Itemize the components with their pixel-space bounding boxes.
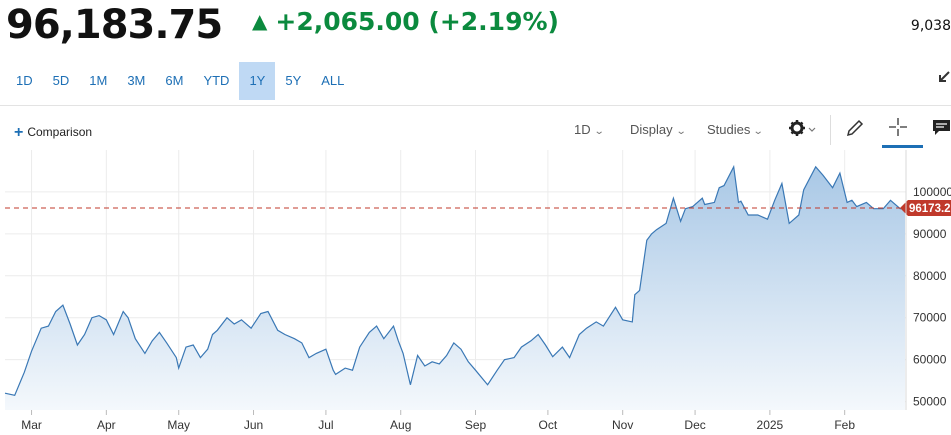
comparison-label: Comparison — [27, 125, 93, 139]
interval-dropdown[interactable]: 1D ⌄ — [574, 122, 605, 137]
last-price-label: 96173.2 — [909, 203, 951, 215]
range-tab-3m[interactable]: 3M — [127, 73, 146, 88]
y-tick-label: 90000 — [913, 227, 947, 241]
last-price-marker — [900, 199, 951, 216]
price-series-line — [4, 164, 906, 396]
studies-label: Studies — [707, 122, 751, 137]
price-value: 96,183.75 — [6, 2, 223, 48]
y-tick-label: 80000 — [913, 269, 947, 283]
comparison-button[interactable]: + Comparison — [14, 123, 92, 141]
range-tab-5y[interactable]: 5Y — [285, 73, 302, 88]
price-chart[interactable]: 96173.2 5000060000700008000090000100000 … — [0, 150, 951, 435]
display-dropdown[interactable]: Display ⌄ — [630, 122, 687, 137]
range-tab-1m[interactable]: 1M — [89, 73, 108, 88]
x-tick-label: Feb — [834, 418, 855, 432]
range-tab-1y[interactable]: 1Y — [239, 62, 276, 100]
price-change: ▲ +2,065.00 (+2.19%) — [252, 7, 559, 36]
y-tick-label: 100000 — [913, 185, 951, 199]
x-tick-label: Apr — [97, 418, 116, 432]
studies-dropdown[interactable]: Studies ⌄ — [707, 122, 765, 137]
chevron-down-icon: ⌄ — [675, 126, 687, 137]
x-tick-label: Dec — [684, 418, 705, 432]
x-tick-label: May — [167, 418, 190, 432]
x-tick-label: Aug — [390, 418, 411, 432]
x-tick-label: Nov — [612, 418, 633, 432]
range-tab-ytd[interactable]: YTD — [203, 73, 230, 88]
range-tab-5d[interactable]: 5D — [52, 73, 70, 88]
y-tick-label: 50000 — [913, 395, 947, 409]
x-tick-label: Sep — [465, 418, 487, 432]
x-tick-label: 2025 — [757, 418, 784, 432]
range-tab-all[interactable]: ALL — [321, 73, 345, 88]
active-tool-indicator — [882, 145, 923, 148]
pencil-icon[interactable] — [845, 118, 865, 143]
up-arrow-icon: ▲ — [252, 9, 268, 33]
divider — [0, 105, 951, 106]
x-tick-label: Oct — [539, 418, 558, 432]
x-tick-label: Mar — [21, 418, 42, 432]
crosshair-icon[interactable] — [888, 117, 908, 142]
secondary-value: 9,038 — [910, 18, 951, 34]
x-tick-label: Jul — [318, 418, 333, 432]
range-tab-6m[interactable]: 6M — [165, 73, 184, 88]
interval-label: 1D — [574, 122, 591, 137]
display-label: Display — [630, 122, 673, 137]
toolbar-separator — [830, 115, 831, 145]
gear-icon[interactable] — [788, 118, 818, 143]
price-change-value: +2,065.00 (+2.19%) — [275, 7, 559, 36]
y-tick-label: 70000 — [913, 311, 947, 325]
x-tick-label: Jun — [244, 418, 263, 432]
plus-icon: + — [14, 124, 24, 141]
range-tabs: 1D 5D 1M 3M 6M YTD 1Y 5Y ALL — [6, 62, 354, 100]
chevron-down-icon: ⌄ — [593, 126, 605, 137]
expand-icon[interactable] — [937, 70, 951, 89]
price-area-fill — [5, 166, 905, 410]
chevron-down-icon: ⌄ — [753, 126, 765, 137]
range-tab-1d[interactable]: 1D — [16, 73, 33, 88]
y-tick-label: 60000 — [913, 353, 947, 367]
comment-icon[interactable] — [932, 119, 951, 142]
